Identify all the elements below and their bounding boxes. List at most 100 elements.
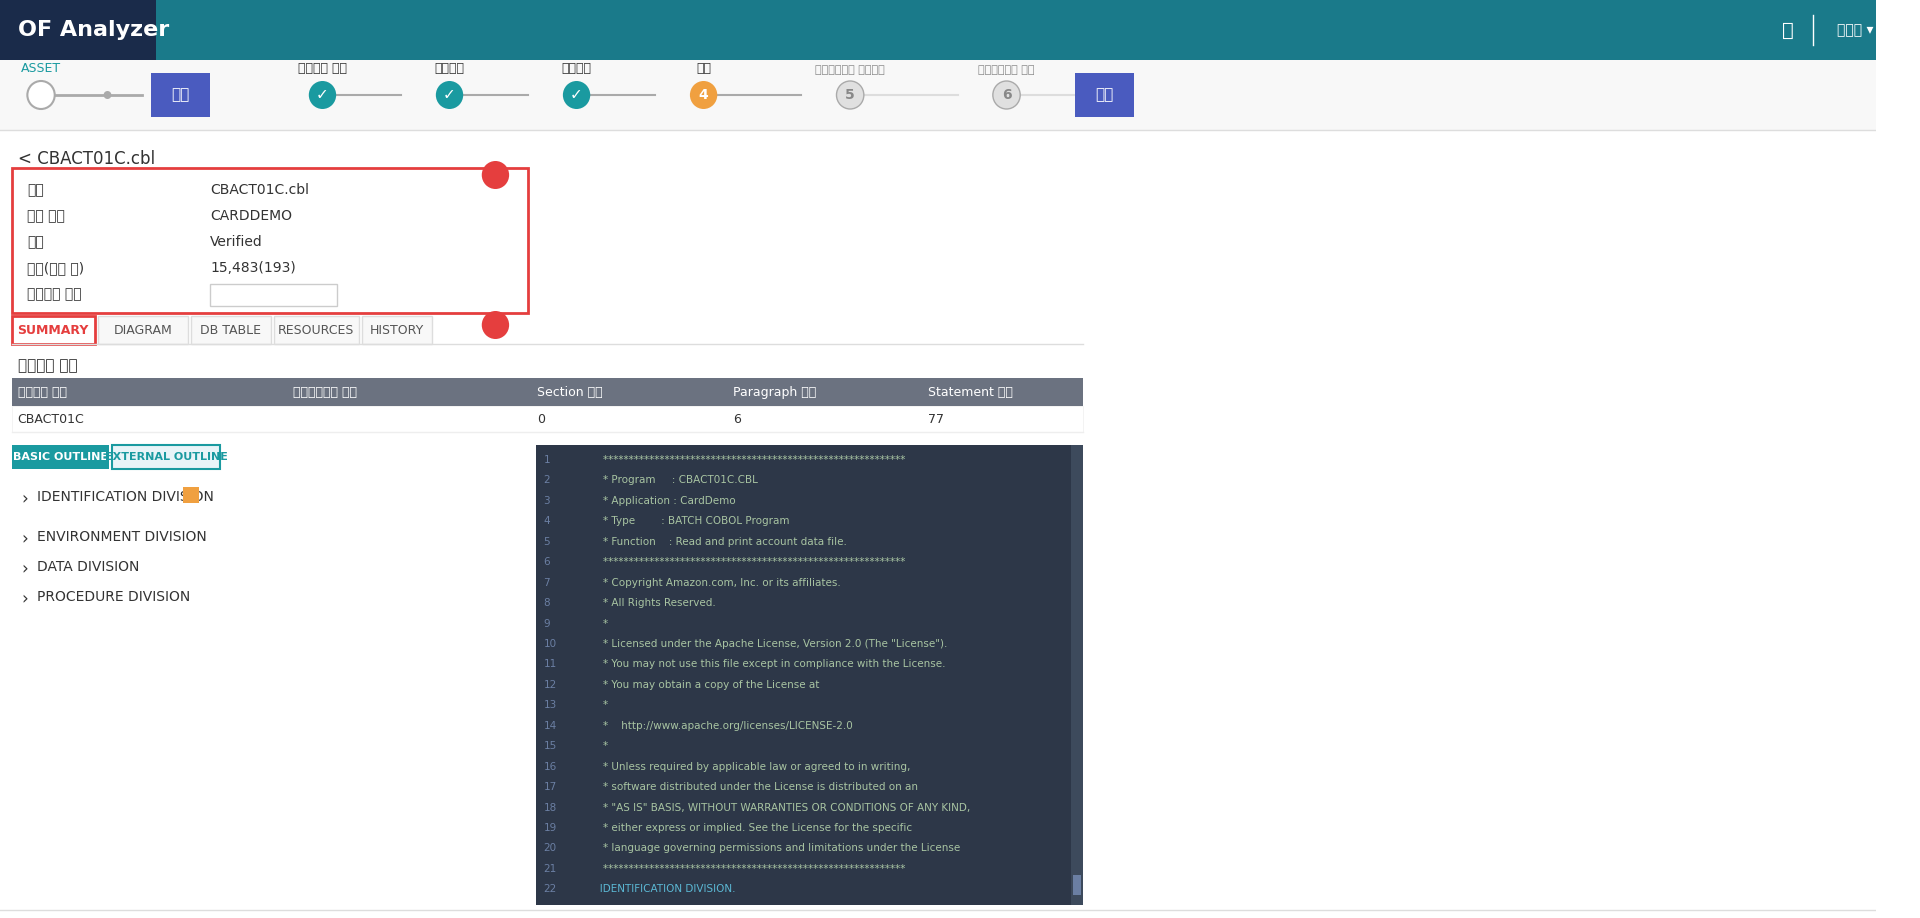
Bar	[12, 316, 94, 344]
Text: SUMMARY: SUMMARY	[17, 323, 88, 337]
Text: *: *	[576, 619, 609, 629]
Text: Paragraph 개수: Paragraph 개수	[733, 386, 816, 398]
Text: ENVIRONMENT DIVISION: ENVIRONMENT DIVISION	[36, 530, 207, 544]
Text: 뒤로: 뒤로	[171, 87, 190, 103]
Text: 자산 경로: 자산 경로	[27, 209, 65, 223]
Text: *    http://www.apache.org/licenses/LICENSE-2.0: * http://www.apache.org/licenses/LICENSE…	[576, 721, 852, 731]
Circle shape	[436, 81, 463, 109]
Text: 2: 2	[543, 476, 549, 486]
Bar	[0, 60, 1876, 130]
Circle shape	[104, 91, 111, 99]
Circle shape	[482, 311, 509, 339]
Text: 20: 20	[543, 844, 557, 854]
Text: 다음: 다음	[1094, 87, 1114, 103]
Text: 프로그램 이름: 프로그램 이름	[27, 287, 83, 301]
Bar	[12, 445, 109, 469]
Text: 프로그램 이름: 프로그램 이름	[17, 386, 67, 398]
Text: 11: 11	[543, 659, 557, 669]
Text: ▾: ▾	[324, 288, 330, 302]
Circle shape	[27, 81, 56, 109]
Text: ***********************************************************: ****************************************…	[576, 557, 904, 567]
Text: 프로그램 상세: 프로그램 상세	[17, 358, 77, 373]
Text: ***********************************************************: ****************************************…	[576, 864, 904, 874]
Bar	[1073, 875, 1081, 895]
Text: 이름: 이름	[27, 183, 44, 197]
Text: 0: 0	[538, 412, 545, 426]
Text: *: *	[576, 741, 609, 751]
Text: ›: ›	[21, 490, 29, 508]
Bar	[98, 316, 188, 344]
Text: * Function    : Read and print account data file.: * Function : Read and print account data…	[576, 537, 847, 547]
Bar	[0, 0, 1876, 60]
Text: * Application : CardDemo: * Application : CardDemo	[576, 496, 735, 506]
Bar	[182, 487, 200, 503]
Text: DB TABLE: DB TABLE	[200, 323, 261, 337]
Text: DATA DIVISION: DATA DIVISION	[36, 560, 140, 574]
Bar	[190, 316, 271, 344]
Text: 🔔: 🔔	[1782, 20, 1793, 39]
Bar	[113, 445, 221, 469]
Text: Statement 개수: Statement 개수	[929, 386, 1014, 398]
Text: 4: 4	[543, 516, 549, 526]
Text: ✓: ✓	[570, 87, 584, 103]
Text: 22: 22	[543, 884, 557, 894]
Text: 18: 18	[543, 802, 557, 812]
Text: ›: ›	[21, 530, 29, 548]
Text: ›: ›	[21, 560, 29, 578]
Text: * All Rights Reserved.: * All Rights Reserved.	[576, 599, 716, 608]
Text: * language governing permissions and limitations under the License: * language governing permissions and lim…	[576, 844, 960, 854]
Text: 19: 19	[543, 823, 557, 833]
Text: BASIC OUTLINE: BASIC OUTLINE	[13, 452, 108, 462]
Text: * You may not use this file except in compliance with the License.: * You may not use this file except in co…	[576, 659, 945, 669]
Text: 5: 5	[845, 88, 854, 102]
Text: 16: 16	[543, 762, 557, 772]
Text: 17: 17	[543, 782, 557, 792]
Text: 마이그레이터 대시보드: 마이그레이터 대시보드	[816, 65, 885, 75]
Text: 6: 6	[1002, 88, 1012, 102]
Text: 12: 12	[543, 680, 557, 690]
Bar	[361, 316, 432, 344]
Bar	[275, 316, 359, 344]
Text: 15,483(193): 15,483(193)	[209, 261, 296, 275]
Text: 21: 21	[543, 864, 557, 874]
Circle shape	[837, 81, 864, 109]
Text: * You may obtain a copy of the License at: * You may obtain a copy of the License a…	[576, 680, 820, 690]
Text: 프로젝트 목록: 프로젝트 목록	[298, 62, 348, 75]
Text: PROCEDURE DIVISION: PROCEDURE DIVISION	[36, 590, 190, 604]
Text: 15: 15	[543, 741, 557, 751]
Text: 77: 77	[929, 412, 945, 426]
Circle shape	[563, 81, 589, 109]
Text: 1: 1	[188, 490, 194, 500]
Text: 애플리케이션 타입: 애플리케이션 타입	[294, 386, 357, 398]
Text: 7: 7	[543, 577, 549, 588]
Circle shape	[993, 81, 1020, 109]
Text: 크기(라인 수): 크기(라인 수)	[27, 261, 84, 275]
Text: 애플리케이션 목록: 애플리케이션 목록	[979, 65, 1035, 75]
Text: HISTORY: HISTORY	[371, 323, 424, 337]
Bar	[12, 316, 94, 344]
Bar	[12, 168, 528, 313]
Bar	[113, 445, 221, 469]
Text: 분석: 분석	[697, 62, 710, 75]
Bar	[190, 316, 271, 344]
Bar	[152, 73, 209, 117]
Text: * Copyright Amazon.com, Inc. or its affiliates.: * Copyright Amazon.com, Inc. or its affi…	[576, 577, 841, 588]
Text: 2: 2	[490, 318, 501, 332]
Text: CARDDEMO: CARDDEMO	[209, 209, 292, 223]
Bar	[361, 316, 432, 344]
Circle shape	[689, 81, 718, 109]
Text: EXTERNAL OUTLINE: EXTERNAL OUTLINE	[106, 452, 228, 462]
Text: 10: 10	[543, 639, 557, 649]
Text: 3: 3	[543, 496, 549, 506]
Text: * Type        : BATCH COBOL Program: * Type : BATCH COBOL Program	[576, 516, 789, 526]
Text: ✓: ✓	[317, 87, 328, 103]
Text: 1: 1	[490, 167, 501, 183]
Text: CBACT01C: CBACT01C	[17, 412, 84, 426]
Bar	[0, 0, 156, 60]
Circle shape	[309, 81, 336, 109]
Text: Verified: Verified	[209, 235, 263, 249]
Circle shape	[482, 161, 509, 189]
Bar	[12, 406, 1083, 432]
Text: < CBACT01C.cbl: < CBACT01C.cbl	[17, 150, 156, 168]
Bar	[1071, 445, 1083, 905]
